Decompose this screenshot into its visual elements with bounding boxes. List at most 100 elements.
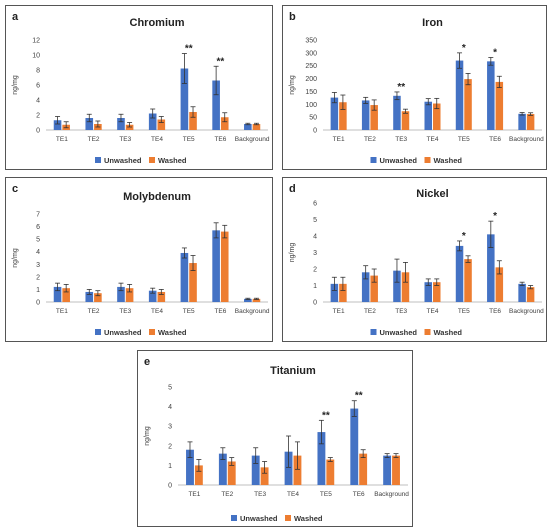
x-tick-label: Background — [374, 491, 409, 498]
x-tick-label: TE1 — [56, 136, 68, 143]
error-bar — [222, 112, 228, 123]
legend-label: Unwashed — [104, 156, 142, 165]
error-bar — [127, 284, 133, 293]
error-bar — [457, 52, 463, 69]
error-bar — [190, 106, 196, 118]
bar-washed — [370, 275, 378, 302]
error-bar — [496, 75, 502, 88]
y-tick-label: 0 — [313, 300, 317, 307]
bar-washed — [125, 288, 134, 302]
bar-unwashed — [186, 449, 194, 485]
error-bar — [402, 108, 408, 114]
bar-unwashed — [117, 118, 125, 130]
bar-unwashed — [53, 120, 62, 130]
significance-annotation: ** — [397, 82, 405, 93]
y-tick-label: 0 — [168, 483, 172, 490]
bar-washed — [189, 112, 197, 130]
legend: Unwashed Washed — [95, 156, 187, 165]
error-bar — [150, 108, 156, 119]
error-bar — [262, 461, 268, 474]
error-bar — [294, 441, 300, 470]
legend-label: Unwashed — [240, 514, 278, 523]
error-bar — [340, 276, 346, 291]
bar-washed — [227, 461, 236, 485]
error-bar — [229, 457, 235, 466]
y-tick-label: 150 — [305, 89, 317, 96]
y-axis-label: ng/mg — [144, 426, 151, 446]
bar-unwashed — [424, 282, 432, 302]
bar-unwashed — [350, 408, 359, 485]
y-tick-label: 6 — [313, 201, 317, 208]
error-bar — [371, 268, 377, 283]
legend-swatch — [285, 515, 291, 521]
chart-title: Chromium — [130, 17, 185, 29]
x-tick-label: TE2 — [88, 308, 100, 315]
legend-swatch — [149, 329, 155, 335]
significance-annotation: ** — [355, 391, 363, 402]
error-bar — [384, 453, 390, 458]
error-bar — [187, 441, 193, 458]
error-bar — [63, 121, 69, 129]
chart-title: Titanium — [270, 365, 316, 377]
x-tick-label: TE1 — [333, 308, 345, 315]
panel-letter: a — [12, 11, 19, 23]
y-tick-label: 50 — [309, 115, 317, 122]
error-bar — [158, 289, 164, 295]
legend-swatch — [95, 329, 101, 335]
bar-unwashed — [361, 272, 370, 302]
x-tick-label: TE5 — [458, 136, 470, 143]
bar-unwashed — [180, 252, 189, 302]
error-bar — [340, 94, 346, 110]
bar-washed — [339, 102, 347, 130]
bar-washed — [526, 287, 535, 302]
panel-c-molybdenum: c Molybdenum ng/mg 0 1 2 3 4 5 6 7 TE1 TE2 TE3 TE4 TE5 T… — [5, 177, 273, 342]
legend-label: Washed — [434, 156, 463, 165]
y-tick-label: 3 — [36, 262, 40, 269]
error-bar — [86, 289, 92, 295]
chart-title: Molybdenum — [123, 191, 191, 203]
bar-unwashed — [85, 291, 94, 302]
error-bar — [213, 222, 219, 239]
y-axis-label: ng/mg — [289, 243, 296, 263]
significance-annotation: * — [462, 43, 466, 54]
y-tick-label: 6 — [36, 83, 40, 90]
legend-label: Washed — [158, 156, 187, 165]
y-tick-label: 4 — [36, 98, 40, 105]
bar-unwashed — [117, 286, 125, 302]
error-bar — [196, 459, 202, 472]
bar-washed — [62, 288, 70, 302]
bar-unwashed — [518, 113, 526, 130]
x-tick-label: TE2 — [88, 136, 100, 143]
x-tick-label: TE1 — [56, 308, 68, 315]
legend-swatch — [370, 329, 377, 335]
y-tick-label: 5 — [313, 217, 317, 224]
bar-unwashed — [317, 432, 326, 485]
bar-unwashed — [330, 97, 339, 130]
bar-unwashed — [212, 230, 220, 302]
error-bar — [55, 116, 61, 125]
bar-washed — [495, 81, 504, 130]
bar-unwashed — [180, 68, 189, 130]
x-tick-label: TE4 — [427, 308, 439, 315]
x-tick-label: TE6 — [489, 308, 501, 315]
error-bar — [127, 122, 133, 128]
panel-b-iron: b Iron ng/mg 0 50 100 150 200 250 300 350 TE1 TE2 TE3… — [282, 5, 547, 170]
chart-svg-a: a Chromium ng/mg 0 2 4 6 8 10 12 TE1 TE2 TE3 TE4 TE5 **… — [12, 11, 270, 165]
bar-washed — [326, 459, 335, 485]
bar-washed — [464, 259, 472, 302]
error-bar — [213, 65, 219, 96]
legend-label: Washed — [434, 328, 463, 337]
y-tick-label: 1 — [36, 287, 40, 294]
bar-washed — [220, 231, 229, 302]
error-bar — [519, 112, 525, 116]
x-tick-label: TE6 — [353, 491, 365, 498]
legend: Unwashed Washed — [231, 514, 323, 523]
y-tick-label: 3 — [168, 424, 172, 431]
bar-unwashed — [212, 80, 220, 130]
error-bar — [488, 57, 494, 66]
panel-d-nickel: d Nickel ng/mg 0 1 2 3 4 5 6 TE1 TE2 TE3 TE4 TE5 * TE6 * B… — [282, 177, 547, 342]
error-bar — [253, 447, 259, 464]
x-tick-label: TE4 — [151, 308, 163, 315]
chart-svg-d: d Nickel ng/mg 0 1 2 3 4 5 6 TE1 TE2 TE3 TE4 TE5 * TE6 * B… — [289, 183, 544, 337]
y-tick-label: 0 — [313, 128, 317, 135]
